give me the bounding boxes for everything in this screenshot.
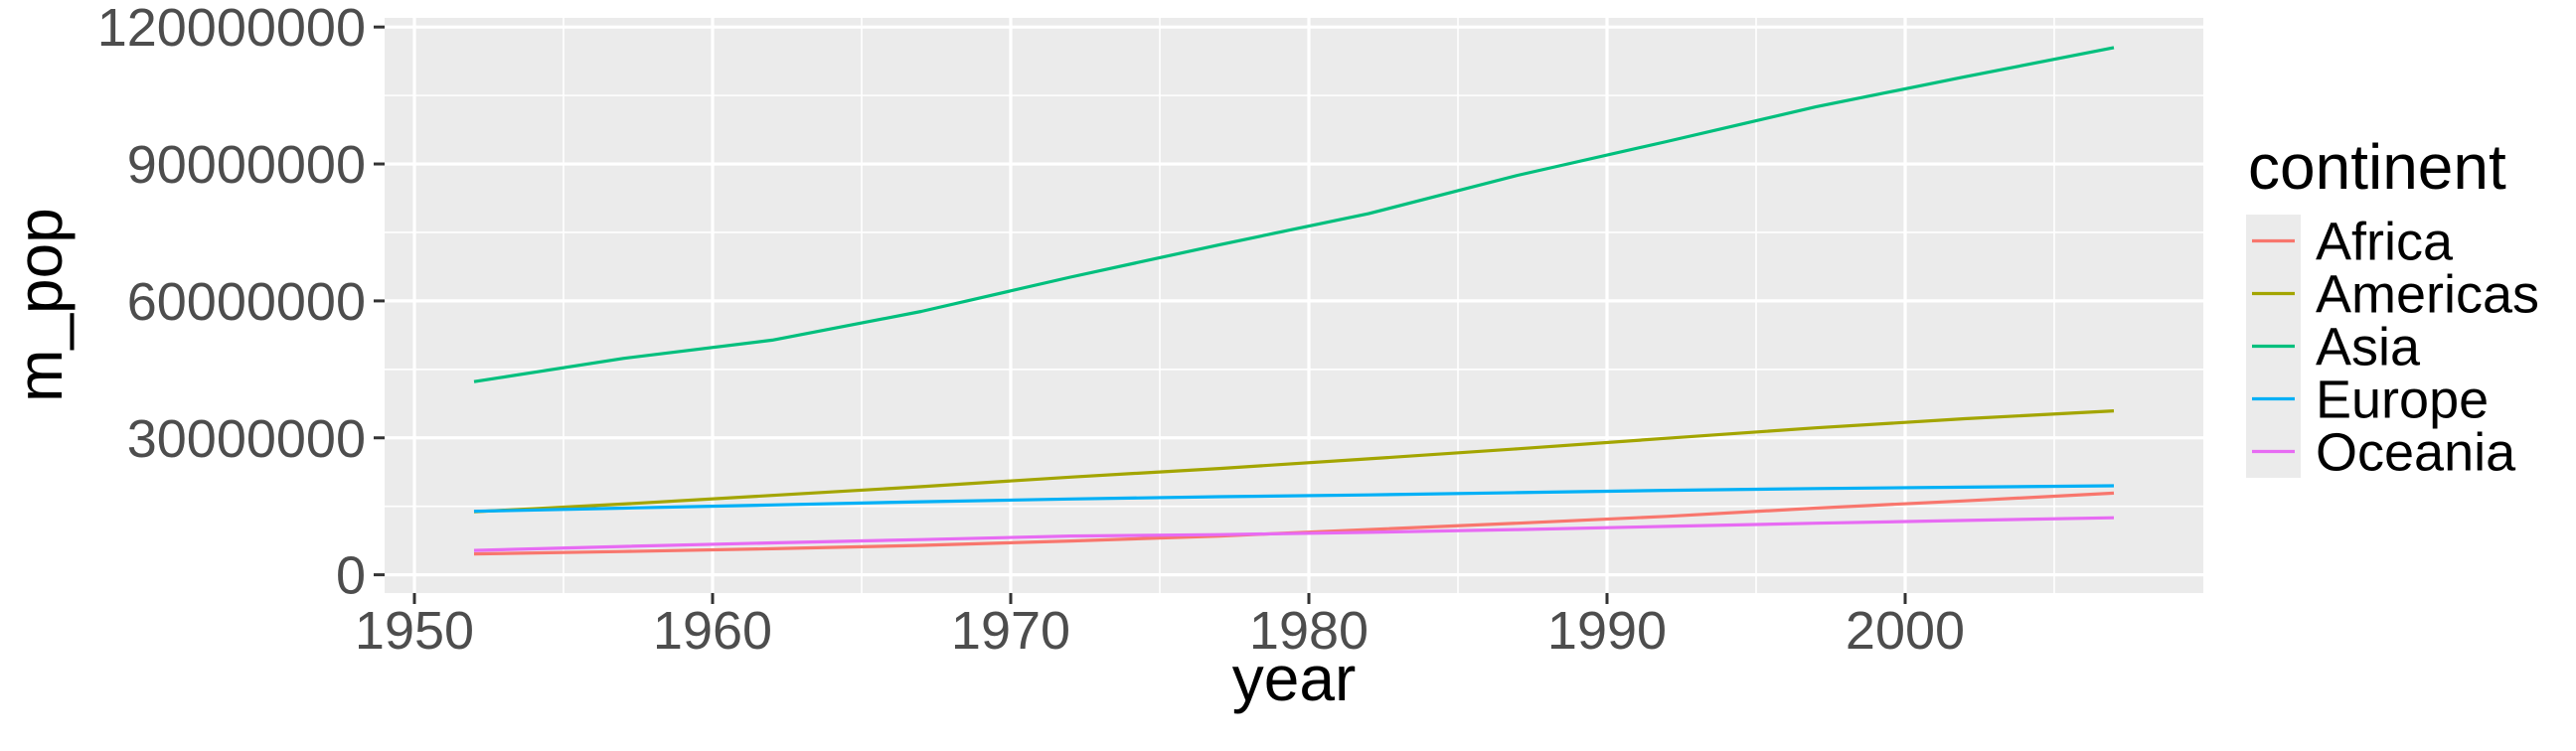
x-tick-label: 1980	[1249, 601, 1368, 661]
series-line-asia	[473, 46, 2115, 383]
y-axis: 0 30000000 60000000 90000000 120000000	[97, 0, 385, 606]
legend: continent AfricaAmericasAsiaEuropeOceani…	[2246, 131, 2539, 483]
x-axis-title: year	[1232, 643, 1357, 714]
series-lines	[473, 46, 2115, 556]
x-tick-label: 1970	[951, 601, 1070, 661]
legend-label-oceania: Oceania	[2316, 423, 2516, 483]
series-line-oceania	[473, 516, 2115, 552]
legend-title: continent	[2248, 131, 2506, 203]
legend-label-africa: Africa	[2316, 213, 2454, 272]
legend-label-americas: Americas	[2316, 265, 2539, 325]
x-tick-label: 1950	[355, 601, 474, 661]
legend-label-asia: Asia	[2316, 318, 2421, 377]
y-tick-label: 30000000	[127, 409, 366, 469]
series-line-americas	[473, 409, 2115, 514]
minor-grid	[385, 18, 2203, 593]
legend-label-europe: Europe	[2316, 371, 2489, 430]
x-axis: 1950 1960 1970 1980 1990 2000	[355, 593, 1965, 661]
x-tick-label: 2000	[1846, 601, 1965, 661]
x-tick-label: 1960	[653, 601, 772, 661]
y-tick-label: 90000000	[127, 135, 366, 195]
y-tick-label: 0	[336, 546, 366, 606]
series-line-europe	[473, 484, 2115, 514]
y-tick-label: 120000000	[97, 0, 366, 58]
y-tick-label: 60000000	[127, 272, 366, 332]
y-axis-title: m_pop	[4, 208, 76, 402]
x-tick-label: 1990	[1547, 601, 1667, 661]
